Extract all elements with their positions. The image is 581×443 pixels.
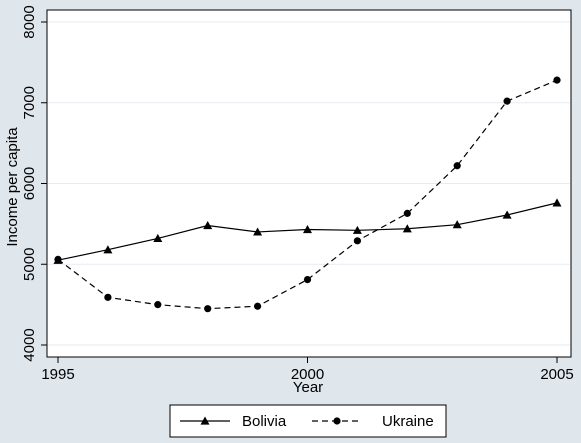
- legend-marker: [200, 416, 210, 425]
- data-point: [54, 255, 62, 264]
- legend-label: Bolivia: [242, 413, 287, 430]
- x-ticks: 1995 2000 2005: [41, 357, 574, 383]
- y-tick-label: 5000: [21, 248, 38, 281]
- data-point: [254, 302, 262, 310]
- data-point: [204, 305, 212, 313]
- legend: Bolivia Ukraine: [169, 404, 447, 438]
- legend-label: Ukraine: [382, 413, 434, 430]
- data-point: [203, 220, 213, 230]
- data-point: [303, 225, 312, 234]
- data-point: [154, 301, 162, 309]
- data-point: [502, 210, 512, 219]
- data-point: [403, 209, 411, 217]
- legend-item-bolivia: Bolivia: [180, 413, 287, 430]
- data-point: [553, 76, 561, 84]
- x-tick-label: 1995: [41, 366, 74, 383]
- data-point: [402, 224, 412, 233]
- data-point: [103, 245, 113, 254]
- data-point: [303, 275, 312, 284]
- y-tick-label: 7000: [21, 86, 38, 119]
- data-point: [352, 225, 362, 234]
- series-ukraine: [54, 76, 561, 313]
- data-point: [153, 233, 163, 243]
- x-axis-title: Year: [293, 379, 323, 396]
- data-point: [253, 227, 263, 236]
- y-tick-label: 8000: [21, 5, 38, 38]
- grid-lines: [48, 21, 570, 346]
- y-tick-label: 4000: [21, 328, 38, 361]
- series-layer: [53, 76, 562, 313]
- y-tick-label: 6000: [21, 167, 38, 200]
- data-point: [552, 198, 562, 207]
- legend-marker: [333, 417, 341, 425]
- data-point: [353, 237, 361, 245]
- x-tick-label: 2000: [291, 366, 324, 383]
- legend-item-ukraine: Ukraine: [312, 413, 434, 430]
- y-ticks: 4000 5000 6000 7000 8000: [21, 5, 47, 362]
- data-point: [503, 97, 511, 105]
- data-point: [104, 293, 112, 301]
- y-axis-title: Income per capita: [4, 127, 21, 247]
- data-point: [452, 220, 462, 229]
- x-tick-label: 2005: [540, 366, 573, 383]
- data-point: [453, 162, 461, 170]
